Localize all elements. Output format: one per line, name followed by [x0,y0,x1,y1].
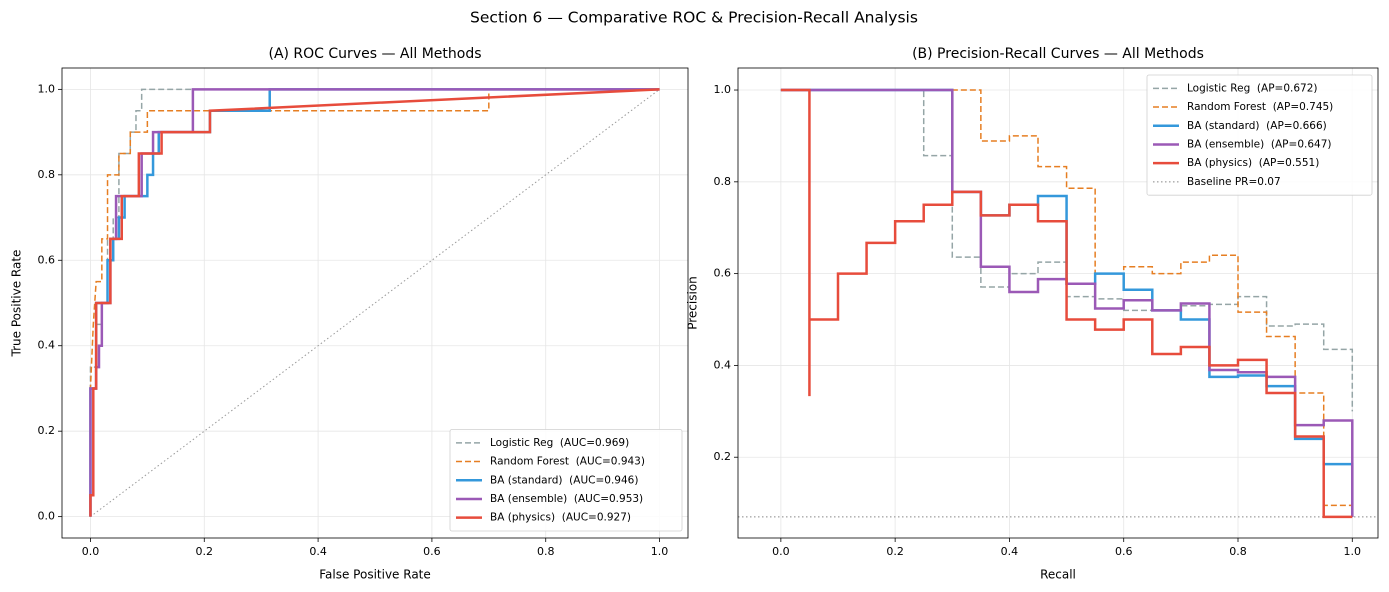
legend-label: Random Forest (AUC=0.943) [490,456,645,468]
legend-label: BA (physics) (AUC=0.927) [490,512,631,524]
y-axis-label: True Positive Rate [10,250,24,358]
series-line [780,89,1354,517]
series-line [89,88,660,517]
y-tick-label: 0.8 [714,175,732,188]
axes: 0.0 0.2 0.4 0.6 0.8 1.0 0.2 0.4 0.6 0.8 1.0 (B) Pre… [686,46,1379,582]
y-tick-label: 0.4 [714,358,732,371]
series-line [780,88,1354,517]
axes-title: (B) Precision-Recall Curves — All Method… [912,46,1204,62]
legend-label: BA (ensemble) (AUC=0.953) [490,493,643,505]
y-tick-label: 0.8 [38,168,56,181]
axes-title: (A) ROC Curves — All Methods [268,46,481,62]
x-axis-label: False Positive Rate [319,568,431,582]
y-tick-label: 1.0 [38,82,56,95]
y-tick-label: 0.4 [38,339,56,352]
x-tick-label: 0.0 [82,545,100,558]
reference-line [90,88,660,518]
x-tick-label: 1.0 [1344,545,1362,558]
y-tick-label: 1.0 [714,83,732,96]
x-tick-label: 0.2 [886,545,904,558]
legend-label: Logistic Reg (AP=0.672) [1187,82,1317,94]
x-tick-label: 0.0 [772,545,790,558]
legend-box [1146,74,1373,196]
plot-area [738,88,1378,519]
legend: Logistic Reg (AUC=0.969) Random Forest (A… [449,429,683,532]
legend-label: BA (standard) (AUC=0.946) [490,474,638,486]
legend-label: Logistic Reg (AUC=0.969) [490,437,629,449]
series-line [89,88,660,517]
y-tick-label: 0.2 [38,424,56,437]
y-tick-label: 0.0 [38,510,56,523]
y-axis-label: Precision [686,276,700,330]
x-tick-label: 1.0 [651,545,669,558]
figure-title: Section 6 — Comparative ROC & Precision-… [470,9,918,27]
x-tick-label: 0.6 [1115,545,1133,558]
x-tick-label: 0.8 [1229,545,1247,558]
x-tick-label: 0.6 [423,545,441,558]
legend-label: BA (physics) (AP=0.551) [1187,157,1319,169]
legend-label: Baseline PR=0.07 [1187,176,1281,188]
x-axis-label: Recall [1040,568,1076,582]
x-tick-label: 0.4 [1001,545,1019,558]
legend: Logistic Reg (AP=0.672) Random Forest (AP… [1146,74,1373,196]
legend-box [449,429,683,532]
plot-area [89,88,660,518]
y-tick-label: 0.2 [714,450,732,463]
legend-label: BA (standard) (AP=0.666) [1187,120,1327,132]
y-tick-label: 0.6 [38,253,56,266]
x-tick-label: 0.4 [309,545,327,558]
axes-frame [61,67,689,539]
legend-label: BA (ensemble) (AP=0.647) [1187,138,1331,150]
y-tick-label: 0.6 [714,267,732,280]
series-line [780,88,1353,519]
axes-frame [737,67,1379,539]
axes: 0.0 0.2 0.4 0.6 0.8 1.0 0.0 0.2 0.4 0.6 0.8 1.0 (A) … [10,46,689,582]
x-tick-label: 0.8 [537,545,555,558]
x-tick-label: 0.2 [196,545,214,558]
legend-label: Random Forest (AP=0.745) [1187,101,1333,113]
